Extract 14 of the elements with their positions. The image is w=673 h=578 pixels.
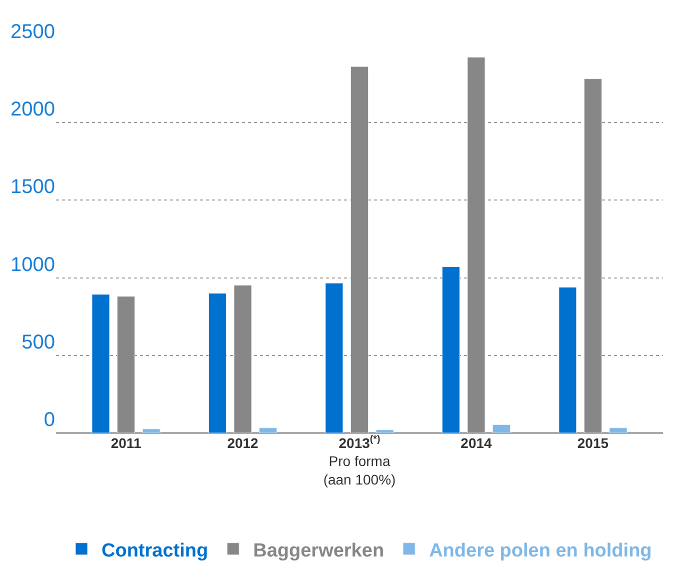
y-tick-label: 1500 <box>10 176 55 198</box>
x-tick-label: 2014 <box>460 435 492 451</box>
legend-label: Contracting <box>102 540 208 562</box>
y-tick-label: 1000 <box>10 254 55 276</box>
x-tick-label: 2011 <box>110 435 142 451</box>
y-tick-label: 0 <box>44 409 55 431</box>
legend-label: Andere polen en holding <box>429 540 652 562</box>
x-tick-label: 2013$^{(*)}$ Pro forma (aan 100%) <box>323 434 396 488</box>
x-tick-label: 2015 <box>577 435 609 451</box>
x-tick-label: 2012 <box>227 435 259 451</box>
legend-label: Baggerwerken <box>253 540 384 562</box>
y-tick-label: 500 <box>22 331 55 354</box>
y-tick-label: 2500 <box>10 21 55 43</box>
y-tick-label: 2000 <box>10 98 55 121</box>
